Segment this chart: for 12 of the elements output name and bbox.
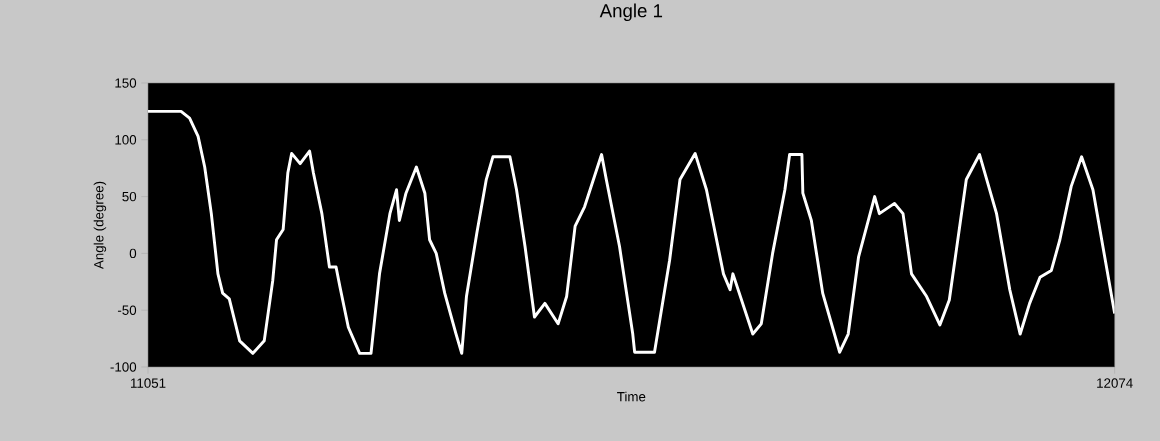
x-tick-label: 11051 [130, 378, 166, 388]
y-axis-title: Angle (degree) [93, 181, 107, 270]
y-tick-label: 0 [129, 248, 137, 259]
y-tick-label: 150 [115, 78, 137, 88]
y-tick-label: -50 [117, 305, 137, 315]
y-tick-label: -100 [110, 362, 137, 372]
y-tick-label: 100 [115, 135, 137, 145]
line-series [148, 109, 1115, 355]
x-tick-label: 12074 [1097, 378, 1133, 388]
chart-title: Angle 1 [599, 3, 663, 22]
x-axis-title: Time [617, 391, 646, 402]
y-tick-label: 50 [122, 191, 137, 202]
